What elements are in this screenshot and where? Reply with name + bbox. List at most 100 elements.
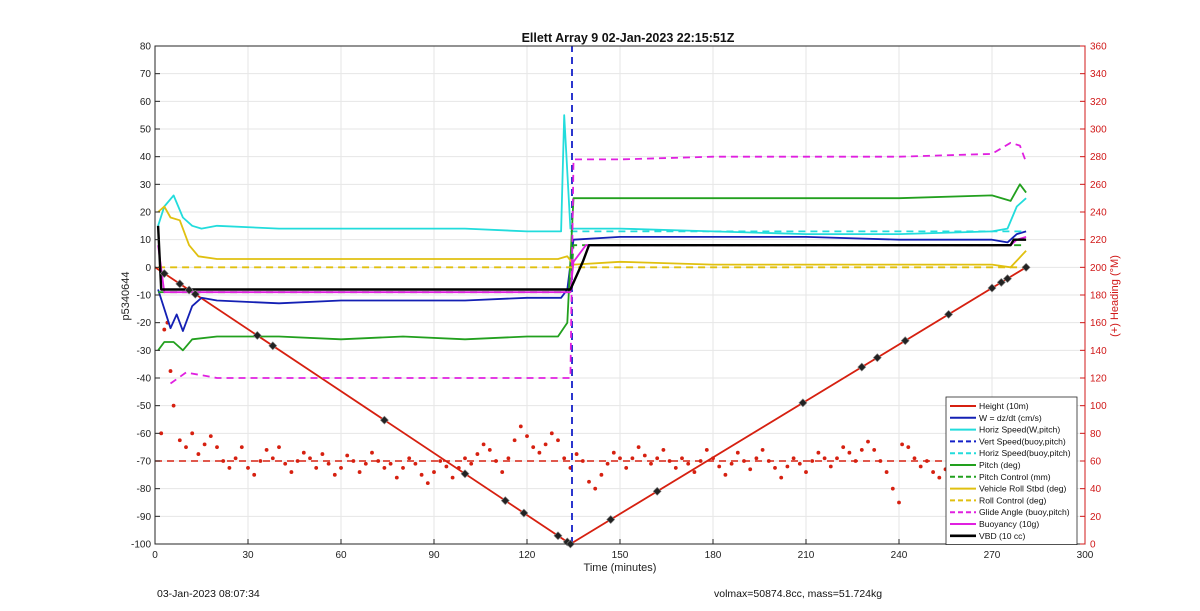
heading-point <box>463 456 467 461</box>
x-tick-label: 300 <box>1077 550 1094 561</box>
x-tick-label: 270 <box>984 550 1001 561</box>
heading-point <box>487 448 492 452</box>
height-marker <box>798 398 808 408</box>
legend: Height (10m) W = dz/dt (cm/s) Horiz Speed(… <box>945 396 1078 546</box>
y2-tick-label: 220 <box>1090 235 1107 246</box>
series-vbd-10-cc <box>156 225 1027 291</box>
heading-point <box>853 459 858 463</box>
heading-point <box>618 456 622 461</box>
heading-point <box>227 466 232 470</box>
heading-point <box>760 448 765 452</box>
y2-tick-label: 80 <box>1090 429 1102 440</box>
height-marker <box>944 309 954 319</box>
heading-point <box>859 448 864 452</box>
y2-tick-label: 280 <box>1090 152 1107 163</box>
legend-box <box>945 396 1078 546</box>
heading-point <box>580 459 585 463</box>
y-tick-label: 40 <box>140 152 152 163</box>
heading-point <box>168 369 173 373</box>
heading-point <box>469 461 474 466</box>
heading-point <box>382 466 387 470</box>
y2-tick-label: 160 <box>1090 318 1107 329</box>
heading-point <box>754 456 759 461</box>
heading-point <box>543 442 548 447</box>
heading-point <box>419 472 424 477</box>
y2-tick-label: 20 <box>1090 512 1102 523</box>
heading-point <box>673 466 678 470</box>
heading-point <box>624 466 629 470</box>
heading-point <box>828 464 833 469</box>
y2-tick-label: 140 <box>1090 346 1107 357</box>
heading-point <box>277 445 281 450</box>
heading-point <box>630 456 635 461</box>
heading-point <box>918 464 923 469</box>
heading-point <box>723 472 728 477</box>
legend-entry: Vehicle Roll Stbd (deg) <box>979 484 1067 494</box>
y-tick-label: -40 <box>137 374 152 385</box>
height-marker <box>519 508 529 518</box>
heading-point <box>295 459 300 463</box>
heading-point <box>351 459 356 463</box>
legend-entry: Glide Angle (buoy,pitch) <box>979 507 1070 517</box>
heading-point <box>376 459 381 463</box>
heading-point <box>345 453 350 458</box>
heading-point <box>363 461 368 466</box>
heading-point <box>444 464 449 469</box>
x-axis-label: Time (minutes) <box>584 562 657 574</box>
height-marker <box>252 331 262 340</box>
heading-point <box>208 434 213 438</box>
heading-point <box>587 479 591 484</box>
legend-entry: Buoyancy (10g) <box>979 519 1039 529</box>
heading-point <box>791 456 796 461</box>
y-tick-label: 80 <box>140 42 152 53</box>
heading-point <box>611 450 616 455</box>
heading-point <box>332 472 337 477</box>
y2-tick-label: 0 <box>1090 540 1096 551</box>
heading-point <box>215 445 219 450</box>
heading-point <box>512 438 517 443</box>
heading-point <box>432 470 436 474</box>
heading-point <box>729 461 734 466</box>
heading-point <box>847 450 852 455</box>
heading-point <box>388 461 393 466</box>
y-tick-label: 70 <box>140 69 152 80</box>
heading-point <box>562 456 567 461</box>
heading-point <box>239 445 244 450</box>
heading-point <box>636 445 641 450</box>
heading-point <box>500 470 505 474</box>
height-marker <box>460 469 470 479</box>
legend-entry: Roll Control (deg) <box>979 495 1046 505</box>
heading-point <box>301 450 306 455</box>
heading-point <box>357 470 362 474</box>
heading-point <box>549 431 554 436</box>
heading-point <box>735 450 740 455</box>
heading-point <box>531 445 536 450</box>
heading-point <box>556 438 560 443</box>
y-tick-label: 20 <box>140 208 152 219</box>
heading-point <box>866 439 870 444</box>
heading-point <box>692 470 697 474</box>
heading-point <box>605 461 610 466</box>
series-pitch-deg <box>157 183 1027 352</box>
heading-point <box>407 456 412 461</box>
y2-tick-label: 120 <box>1090 374 1107 385</box>
height-marker <box>652 486 662 496</box>
heading-point <box>841 445 846 450</box>
heading-point <box>884 470 889 474</box>
y-tick-label: -50 <box>137 401 152 412</box>
heading-point <box>667 459 672 463</box>
y-tick-label: 30 <box>140 180 152 191</box>
heading-point <box>822 456 827 461</box>
y-tick-label: -100 <box>131 540 151 551</box>
heading-point <box>906 445 911 450</box>
heading-point <box>816 450 821 455</box>
heading-point <box>900 442 904 447</box>
legend-entry: W = dz/dt (cm/s) <box>979 413 1042 423</box>
height-marker <box>379 415 389 425</box>
y-tick-label: -80 <box>137 484 152 495</box>
heading-point <box>925 459 929 463</box>
y-tick-label: -20 <box>137 318 152 329</box>
heading-point <box>649 461 653 466</box>
heading-point <box>171 403 176 408</box>
heading-point <box>785 464 790 469</box>
